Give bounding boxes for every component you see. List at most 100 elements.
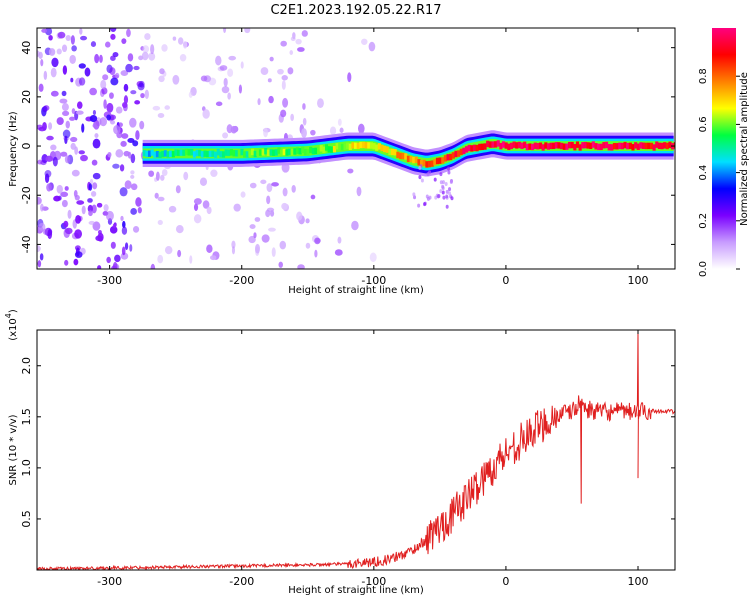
ridge-core-mark bbox=[214, 151, 218, 158]
colorbar-gradient bbox=[712, 28, 736, 269]
noise-mark bbox=[122, 220, 126, 229]
noise-mark bbox=[240, 191, 246, 198]
noise-mark bbox=[157, 219, 163, 226]
noise-mark bbox=[269, 210, 275, 217]
colorbar: 0.0 0.2 0.4 0.6 0.8 Normalized spectral ampl… bbox=[698, 28, 750, 277]
ridge-core-mark bbox=[330, 146, 334, 153]
ridge-core-mark bbox=[628, 142, 632, 150]
noise-mark bbox=[56, 184, 63, 194]
ridge-core-mark bbox=[269, 149, 273, 156]
noise-mark bbox=[70, 142, 76, 150]
noise-mark bbox=[130, 174, 135, 179]
noise-mark bbox=[150, 44, 155, 55]
ridge-core-mark bbox=[282, 148, 286, 156]
noise-mark bbox=[282, 97, 289, 108]
noise-mark bbox=[369, 252, 377, 263]
ridge-core-mark bbox=[604, 141, 609, 149]
colorbar-tick-label: 0.4 bbox=[698, 165, 709, 181]
spectrogram-y-label: Frequency (Hz) bbox=[8, 111, 19, 187]
noise-mark bbox=[117, 122, 123, 128]
noise-mark bbox=[39, 253, 44, 261]
noise-mark bbox=[351, 220, 359, 231]
ridge-core-mark bbox=[668, 141, 672, 149]
ridge-core-mark bbox=[486, 140, 490, 148]
ridge-core-mark bbox=[631, 144, 635, 151]
noise-mark bbox=[289, 50, 294, 55]
noise-mark bbox=[103, 204, 109, 212]
noise-mark bbox=[110, 33, 116, 40]
noise-mark bbox=[122, 102, 128, 112]
noise-mark bbox=[112, 163, 120, 169]
tail-mark bbox=[444, 182, 448, 187]
noise-mark bbox=[177, 37, 184, 45]
noise-mark bbox=[130, 183, 138, 191]
ridge-core-mark bbox=[623, 141, 627, 149]
noise-mark bbox=[361, 38, 368, 45]
ridge-core-mark bbox=[544, 142, 548, 149]
ridge-core-mark bbox=[620, 142, 624, 150]
ridge-core-mark bbox=[266, 149, 270, 156]
noise-mark bbox=[90, 191, 97, 197]
noise-mark bbox=[200, 75, 208, 82]
noise-mark bbox=[78, 77, 86, 86]
noise-mark bbox=[164, 246, 173, 255]
noise-mark bbox=[121, 38, 127, 44]
noise-mark bbox=[127, 138, 135, 144]
noise-mark bbox=[109, 92, 114, 99]
noise-mark bbox=[305, 218, 310, 224]
noise-mark bbox=[257, 98, 261, 106]
noise-mark bbox=[87, 198, 93, 203]
noise-mark bbox=[124, 180, 132, 190]
noise-mark bbox=[123, 83, 129, 92]
ridge-core-mark bbox=[488, 141, 492, 148]
noise-mark bbox=[126, 28, 131, 38]
ridge-core-mark bbox=[528, 143, 532, 150]
ridge-core-mark bbox=[298, 148, 302, 155]
noise-mark bbox=[109, 67, 116, 76]
ridge-core-mark bbox=[602, 142, 606, 149]
ridge-core-mark bbox=[383, 145, 387, 153]
ridge-core-mark bbox=[155, 150, 160, 158]
ridge-core-mark bbox=[150, 149, 154, 156]
ridge-core-mark bbox=[483, 143, 487, 150]
noise-mark bbox=[301, 30, 308, 37]
ridge-core-mark bbox=[472, 144, 477, 152]
noise-mark bbox=[94, 53, 100, 64]
noise-mark bbox=[347, 72, 352, 83]
noise-mark bbox=[74, 229, 83, 239]
ridge-core-mark bbox=[414, 156, 418, 163]
tail-mark bbox=[445, 189, 449, 194]
noise-mark bbox=[281, 75, 288, 81]
ridge-core-mark bbox=[451, 152, 455, 159]
noise-mark bbox=[70, 35, 75, 45]
ridge-core-mark bbox=[372, 143, 376, 150]
noise-mark bbox=[74, 251, 83, 258]
noise-mark bbox=[96, 202, 103, 208]
noise-mark bbox=[103, 99, 107, 109]
noise-mark bbox=[61, 90, 67, 97]
ridge-core-mark bbox=[290, 149, 294, 156]
ridge-core-mark bbox=[459, 148, 463, 156]
ridge-core-mark bbox=[303, 148, 307, 156]
ridge-core-mark bbox=[380, 144, 384, 152]
ridge-core-mark bbox=[311, 147, 315, 155]
noise-mark bbox=[314, 249, 318, 258]
noise-mark bbox=[87, 204, 93, 213]
ridge-core-mark bbox=[354, 142, 358, 149]
noise-mark bbox=[310, 129, 316, 136]
noise-mark bbox=[188, 91, 193, 98]
noise-mark bbox=[269, 56, 274, 62]
noise-mark bbox=[297, 47, 305, 52]
noise-mark bbox=[99, 117, 108, 127]
noise-mark bbox=[368, 41, 376, 52]
noise-mark bbox=[38, 222, 46, 232]
noise-mark bbox=[45, 155, 54, 162]
noise-mark bbox=[267, 78, 272, 83]
ridge-core-mark bbox=[525, 143, 529, 151]
noise-mark bbox=[70, 136, 78, 142]
noise-mark bbox=[290, 113, 294, 122]
noise-mark bbox=[160, 174, 165, 181]
noise-mark bbox=[56, 48, 62, 55]
noise-mark bbox=[42, 105, 48, 113]
